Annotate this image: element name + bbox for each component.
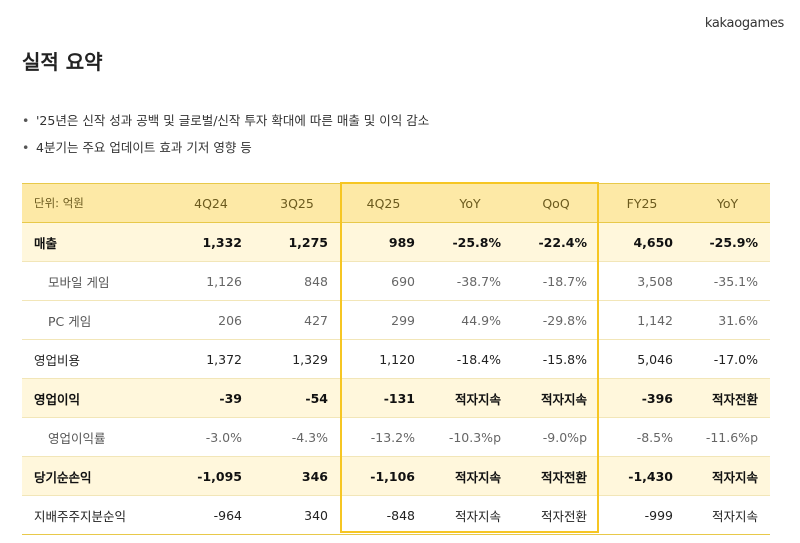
row-label: 매출 [22, 222, 168, 262]
table-cell: 1,275 [254, 222, 340, 262]
table-cell: -1,106 [340, 456, 427, 496]
table-cell: 적자지속 [685, 495, 770, 535]
header-cell: 3Q25 [254, 183, 340, 223]
table-row: 당기순손익 -1,095 346 -1,106 적자지속 적자전환 -1,430 적자지속 [22, 456, 770, 496]
table-cell: 989 [340, 222, 427, 262]
table-cell: 적자지속 [685, 456, 770, 496]
table-cell: 4,650 [599, 222, 685, 262]
table-cell: -39 [168, 378, 254, 418]
table-header: 단위: 억원 4Q24 3Q25 4Q25 YoY QoQ FY25 YoY [22, 183, 770, 223]
table-cell: 1,120 [340, 339, 427, 379]
logo: kakaogames [704, 16, 784, 31]
table-cell: -38.7% [427, 261, 513, 301]
table-cell: -15.8% [513, 339, 599, 379]
table-cell: -13.2% [340, 417, 427, 457]
header-cell: FY25 [599, 183, 685, 223]
bullet: '25년은 신작 성과 공백 및 글로벌/신작 투자 확대에 따른 매출 및 이… [22, 110, 429, 137]
table-cell: -131 [340, 378, 427, 418]
header-row: 단위: 억원 4Q24 3Q25 4Q25 YoY QoQ FY25 YoY [22, 183, 770, 223]
table-cell: -8.5% [599, 417, 685, 457]
table-cell: 1,126 [168, 261, 254, 301]
header-cell: 단위: 억원 [22, 183, 168, 223]
table-cell: -9.0%p [513, 417, 599, 457]
table-cell: -999 [599, 495, 685, 535]
header-cell: YoY [685, 183, 770, 223]
bullet-list: '25년은 신작 성과 공백 및 글로벌/신작 투자 확대에 따른 매출 및 이… [22, 110, 429, 164]
row-label: 당기순손익 [22, 456, 168, 496]
table-row: 영업이익률 -3.0% -4.3% -13.2% -10.3%p -9.0%p -8.5% -… [22, 417, 770, 457]
table-cell: 적자지속 [427, 378, 513, 418]
table-row: PC 게임 206 427 299 44.9% -29.8% 1,142 31.6% [22, 300, 770, 340]
table-cell: -4.3% [254, 417, 340, 457]
table-cell: 44.9% [427, 300, 513, 340]
table-cell: 적자전환 [513, 456, 599, 496]
row-label: PC 게임 [22, 300, 168, 340]
row-label: 영업이익 [22, 378, 168, 418]
table-cell: -1,095 [168, 456, 254, 496]
table-cell: 적자지속 [427, 495, 513, 535]
table-cell: -396 [599, 378, 685, 418]
table-cell: 적자지속 [513, 378, 599, 418]
table-cell: -22.4% [513, 222, 599, 262]
table-cell: -18.4% [427, 339, 513, 379]
table-cell: -11.6%p [685, 417, 770, 457]
table-cell: -10.3%p [427, 417, 513, 457]
page-title: 실적 요약 [22, 50, 103, 74]
table-cell: 적자전환 [685, 378, 770, 418]
table-body: 매출 1,332 1,275 989 -25.8% -22.4% 4,650 -25.9% 모바… [22, 222, 770, 535]
table-cell: 1,329 [254, 339, 340, 379]
table-cell: -25.9% [685, 222, 770, 262]
row-label: 영업비용 [22, 339, 168, 379]
row-label: 지배주주지분순익 [22, 495, 168, 535]
table-cell: -29.8% [513, 300, 599, 340]
row-label: 모바일 게임 [22, 261, 168, 301]
bullet: 4분기는 주요 업데이트 효과 기저 영향 등 [22, 137, 429, 164]
row-label: 영업이익률 [22, 417, 168, 457]
table-cell: 1,372 [168, 339, 254, 379]
table-cell: -54 [254, 378, 340, 418]
table-row: 영업이익 -39 -54 -131 적자지속 적자지속 -396 적자전환 [22, 378, 770, 418]
table-cell: 1,142 [599, 300, 685, 340]
table-cell: 적자지속 [427, 456, 513, 496]
table-cell: -3.0% [168, 417, 254, 457]
header-cell: 4Q24 [168, 183, 254, 223]
table-cell: -17.0% [685, 339, 770, 379]
table-cell: 5,046 [599, 339, 685, 379]
table-cell: 1,332 [168, 222, 254, 262]
table-cell: 206 [168, 300, 254, 340]
results-table: 단위: 억원 4Q24 3Q25 4Q25 YoY QoQ FY25 YoY 매출 1,332 1… [22, 183, 770, 535]
table-row: 영업비용 1,372 1,329 1,120 -18.4% -15.8% 5,046 -17.… [22, 339, 770, 379]
header-cell: 4Q25 [340, 183, 427, 223]
table-row: 모바일 게임 1,126 848 690 -38.7% -18.7% 3,508 -35.1% [22, 261, 770, 301]
table-cell: -18.7% [513, 261, 599, 301]
table-cell: -35.1% [685, 261, 770, 301]
table-cell: 적자전환 [513, 495, 599, 535]
table-cell: 340 [254, 495, 340, 535]
table-cell: 31.6% [685, 300, 770, 340]
table-row: 매출 1,332 1,275 989 -25.8% -22.4% 4,650 -25.9% [22, 222, 770, 262]
table-cell: -964 [168, 495, 254, 535]
table-cell: -848 [340, 495, 427, 535]
header-cell: QoQ [513, 183, 599, 223]
table-row: 지배주주지분순익 -964 340 -848 적자지속 적자전환 -999 적자지속 [22, 495, 770, 535]
table-cell: 346 [254, 456, 340, 496]
table-cell: -25.8% [427, 222, 513, 262]
table-cell: 848 [254, 261, 340, 301]
table-cell: -1,430 [599, 456, 685, 496]
table-cell: 690 [340, 261, 427, 301]
table-cell: 3,508 [599, 261, 685, 301]
header-cell: YoY [427, 183, 513, 223]
table-cell: 427 [254, 300, 340, 340]
table-cell: 299 [340, 300, 427, 340]
